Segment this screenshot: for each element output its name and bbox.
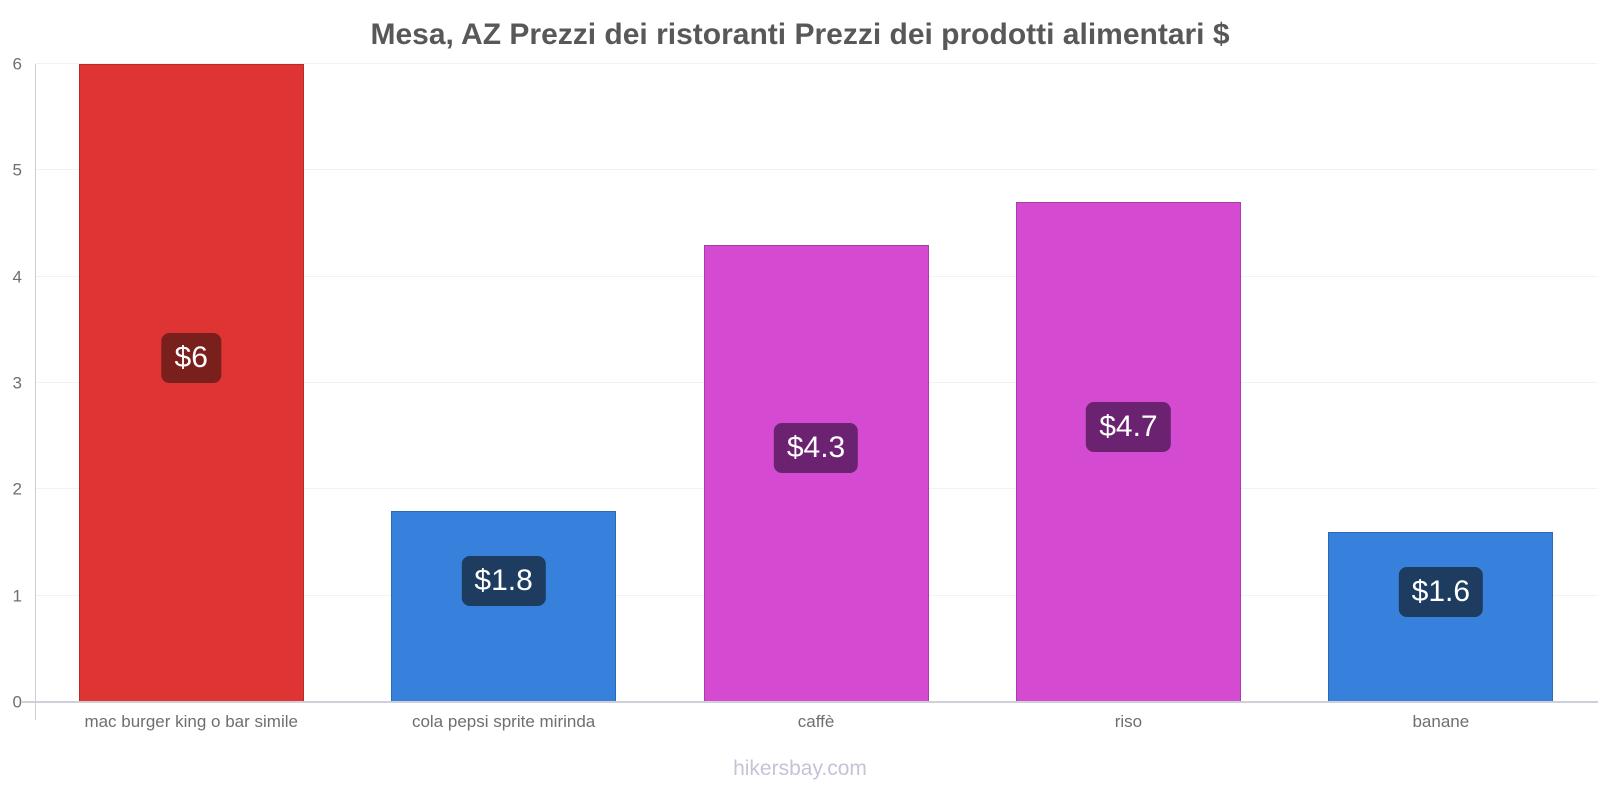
y-tick-label: 4 [12, 267, 22, 287]
value-label: $1.8 [461, 556, 546, 607]
bars-container: $6 $1.8 $4.3 $4.7 $1.6 [35, 64, 1597, 702]
x-tick-label-cola-pepsi: cola pepsi sprite mirinda [411, 712, 596, 731]
x-tick-label-caffe: caffè [797, 712, 835, 731]
bar-riso[interactable]: $4.7 [1015, 202, 1241, 702]
x-axis-labels: mac burger king o bar simile cola pepsi … [35, 712, 1597, 732]
bar-mac-burger[interactable]: $6 [78, 64, 304, 702]
gridline [35, 169, 1597, 171]
bar-cola-pepsi[interactable]: $1.8 [391, 510, 617, 702]
y-axis-labels: 0 1 2 3 4 5 6 [0, 56, 24, 711]
watermark-link[interactable]: hikersbay.com [733, 757, 867, 780]
y-tick-label: 3 [12, 373, 22, 393]
x-tick-label-banane: banane [1412, 712, 1470, 731]
y-tick-label: 6 [12, 54, 22, 74]
x-axis-baseline [22, 701, 1598, 703]
value-label: $4.7 [1086, 402, 1171, 453]
x-tick-label-mac-burger: mac burger king o bar simile [84, 712, 298, 731]
y-tick-label: 5 [12, 160, 22, 180]
y-tick-label: 1 [12, 586, 22, 606]
y-axis-line [35, 64, 36, 720]
x-tick-label-riso: riso [1114, 712, 1143, 731]
y-tick-label: 2 [12, 479, 22, 499]
chart-title: Mesa, AZ Prezzi dei ristoranti Prezzi de… [370, 18, 1230, 51]
value-label: $1.6 [1398, 566, 1484, 617]
plot-area: $6 $1.8 $4.3 $4.7 $1.6 [35, 63, 1597, 702]
bar-caffe[interactable]: $4.3 [703, 244, 929, 702]
gridline [35, 63, 1597, 64]
value-label: $4.3 [773, 423, 859, 474]
y-tick-label: 0 [12, 692, 22, 712]
bar-banane[interactable]: $1.6 [1328, 531, 1554, 702]
value-label: $6 [161, 333, 221, 383]
